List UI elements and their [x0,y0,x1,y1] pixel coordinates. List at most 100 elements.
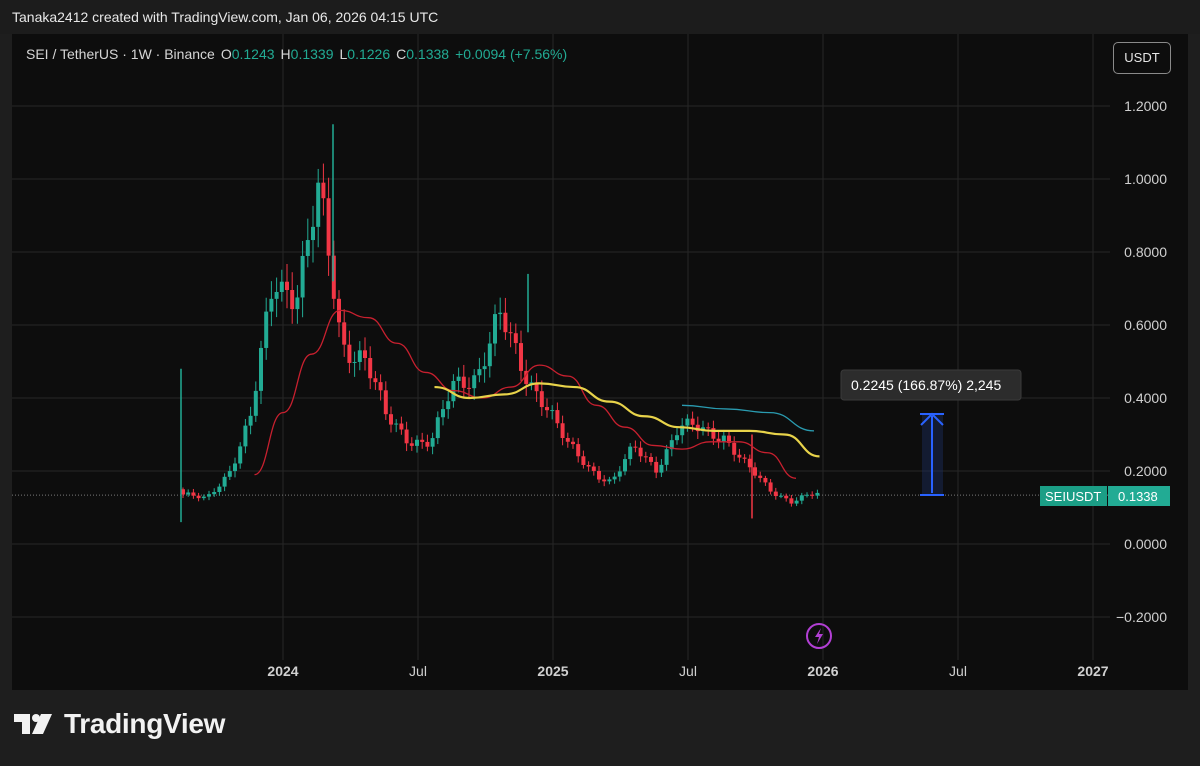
candle-body [628,446,633,460]
candle-body [649,456,653,462]
x-tick-label: Jul [949,663,967,679]
ma-line-red [254,309,797,479]
candle-body [274,291,279,299]
candle-body [368,358,373,379]
candle-body [352,361,357,363]
y-tick-label: 1.0000 [1124,171,1167,187]
candle-body [477,369,482,376]
candle-body [420,439,425,442]
candle-body [810,494,815,496]
candle-body [394,423,399,425]
candle-body [363,350,367,359]
candle-body [779,495,783,497]
chart-area[interactable] [12,34,1188,690]
x-tick-label: 2027 [1077,663,1108,679]
candle-body [435,417,440,439]
candle-body [201,496,206,499]
candle-body [389,414,393,425]
candle-body [300,255,305,298]
candle-body [513,333,518,344]
candle-body [565,438,570,442]
candle-body [737,454,742,458]
candle-body [529,382,534,384]
price-axis: 1.2000 1.0000 0.8000 0.6000 0.4000 0.2000 0.00… [1116,98,1167,625]
candle-body [716,438,721,442]
candle-body [591,466,596,471]
open-label: O [220,46,232,62]
candle-body [789,498,794,504]
candle-body [253,390,258,416]
lightning-icon[interactable] [806,623,832,649]
candle-body [456,376,461,381]
y-tick-label: −0.2000 [1116,609,1167,625]
price-tag-price-bg [1108,486,1170,506]
y-tick-label: 0.6000 [1124,317,1167,333]
candle-body [815,492,820,496]
high-label: H [280,46,291,62]
y-tick-label: 0.2000 [1124,463,1167,479]
candle-body [617,471,622,477]
candle-body [409,443,414,446]
candle-body [597,470,601,480]
candle-body [747,458,752,468]
candle-body [357,350,362,362]
candle-body [305,240,310,256]
candle-body [227,471,232,477]
candle-body [331,255,336,299]
currency-button[interactable]: USDT [1113,42,1171,74]
top-bar: Tanaka2412 created with TradingView.com,… [0,0,1200,34]
candle-body [571,441,575,445]
candle-body [602,479,607,482]
candle-body [181,489,185,495]
candle-body [222,476,227,487]
y-tick-label: 0.0000 [1124,536,1167,552]
candle-body [753,467,757,476]
candle-body [238,446,243,464]
price-tag-symbol: SEIUSDT [1045,489,1101,504]
candle-body [321,182,326,199]
candle-body [539,391,544,408]
candle-body [212,491,217,495]
candle-body [415,439,419,446]
candle-body [545,407,549,411]
candle-body [326,198,331,256]
candle-body [794,500,799,504]
candle-body [264,311,269,348]
candle-body [534,382,539,392]
close-value: 0.1338 [406,46,450,62]
candle-body [742,457,747,459]
candle-body [316,182,321,227]
candle-body [508,332,513,334]
candle-body [487,343,492,367]
candle-body [675,435,679,441]
candle-body [695,424,700,432]
candle-body [311,226,315,241]
candles [180,124,820,523]
candle-body [295,297,300,310]
candle-body [259,347,263,391]
candle-body [758,475,763,478]
candle-body [461,376,466,388]
symbol-title[interactable]: SEI / TetherUS · 1W · Binance [26,46,215,62]
moving-averages [254,309,820,479]
candle-body [503,312,508,333]
candle-body [404,429,409,444]
candle-body [217,486,222,492]
candle-body [612,476,617,480]
grid-lines [12,34,1110,660]
candle-body [633,446,638,448]
high-value: 0.1339 [290,46,334,62]
candle-body [378,382,383,391]
candle-body [493,314,497,344]
candle-body [690,418,695,425]
candle-body [586,464,591,467]
candle-body [664,449,669,465]
open-value: 0.1243 [231,46,275,62]
x-tick-label: 2025 [537,663,568,679]
candle-body [279,281,284,292]
candle-body [498,312,503,315]
candle-body [373,378,378,383]
y-tick-label: 0.8000 [1124,244,1167,260]
candle-body [654,461,659,473]
